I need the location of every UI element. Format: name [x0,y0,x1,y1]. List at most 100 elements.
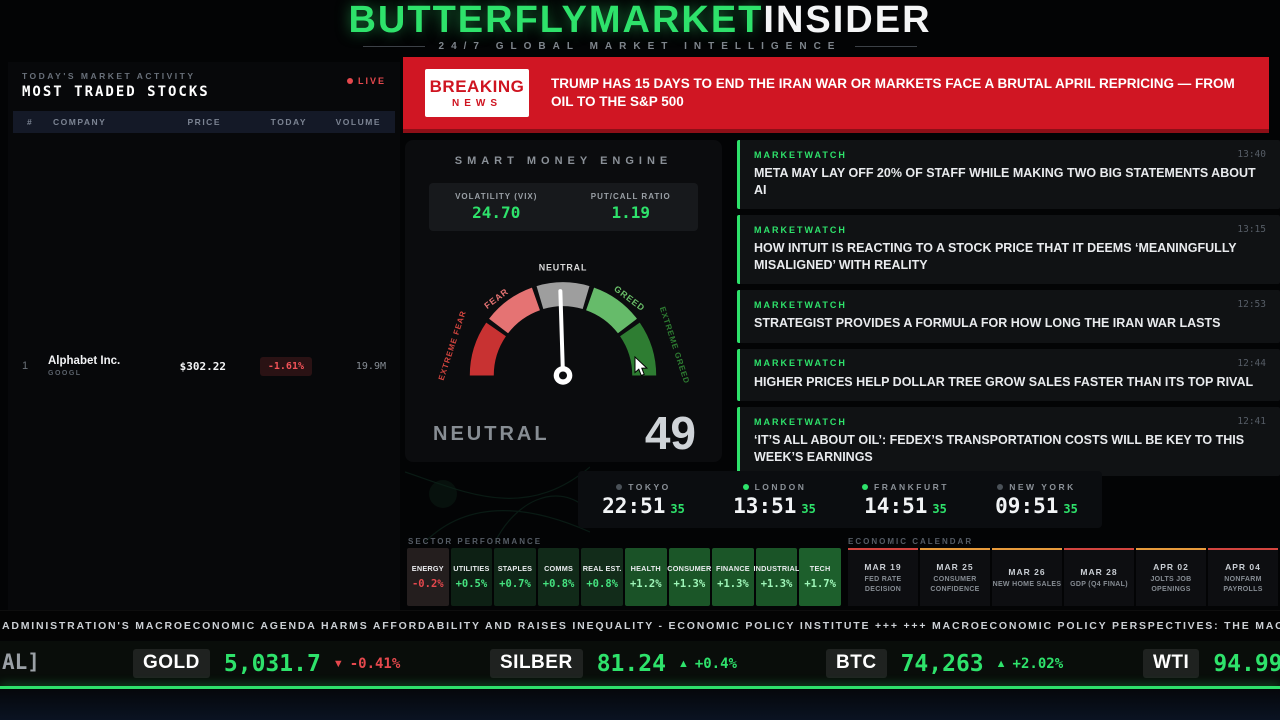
quote-silver: SILBER 81.24 ▲ +0.4% [490,641,737,686]
sector-value: +0.8% [542,578,575,590]
up-arrow-icon: ▲ [995,657,1007,670]
most-traded-header: TODAY'S MARKET ACTIVITY MOST TRADED STOC… [8,62,400,108]
news-headline: ‘IT’S ALL ABOUT OIL’: FEDEX’S TRANSPORTA… [754,433,1245,464]
stock-company-name: Alphabet Inc. [48,355,121,367]
clock-city: TOKYO [628,481,671,492]
col-volume: VOLUME [335,117,381,127]
breaking-badge-line2: NEWS [452,98,502,109]
gauge-score: 49 [644,407,696,459]
gauge-label-extreme-greed: EXTREME GREED [658,306,691,385]
clock-time: 09:51 [995,493,1059,518]
calendar-card[interactable]: APR 02 JOLTS JOB OPENINGS [1136,548,1206,606]
stock-volume: 19.9M [355,360,386,372]
sector-tile-health[interactable]: HEALTH +1.2% [624,548,667,606]
clock-frankfurt: FRANKFURT 14:51 35 [840,471,971,528]
live-label: LIVE [357,76,386,86]
quote-change: +2.02% [1012,655,1064,672]
sector-name: HEALTH [630,564,661,573]
sector-tile-staples[interactable]: STAPLES +0.7% [494,548,536,606]
news-item[interactable]: MARKETWATCH 12:41 ‘IT’S ALL ABOUT OIL’: F… [737,407,1280,476]
quote-change: -0.41% [349,655,401,672]
col-company: COMPANY [53,117,107,127]
breaking-badge-line1: BREAKING [429,77,525,96]
market-activity-kicker: TODAY'S MARKET ACTIVITY [22,71,196,81]
scrolling-news-ticker: ADMINISTRATION'S MACROECONOMIC AGENDA HA… [0,610,1280,640]
sector-tile-real-estate[interactable]: REAL EST. +0.8% [581,548,623,606]
calendar-event: FED RATE DECISION [864,575,902,593]
col-today: TODAY [270,117,307,127]
market-open-dot-icon [862,483,869,490]
sector-tile-comms[interactable]: COMMS +0.8% [537,548,580,606]
news-source: MARKETWATCH [754,416,847,427]
quote-price: 74,263 [900,650,984,677]
calendar-card[interactable]: MAR 25 CONSUMER CONFIDENCE [920,548,990,606]
background-network-decoration [405,466,590,542]
sector-tile-tech[interactable]: TECH +1.7% [799,548,841,606]
sector-value: +1.3% [760,578,793,590]
stock-company: Alphabet Inc. GOOGL [48,355,142,377]
breaking-news-banner: BREAKING NEWS TRUMP HAS 15 DAYS TO END T… [403,57,1269,133]
breaking-news-badge: BREAKING NEWS [425,69,529,117]
sector-value: +1.2% [629,578,662,590]
col-rank: # [27,117,34,127]
sector-name: INDUSTRIAL [753,564,800,573]
sector-tile-consumer[interactable]: CONSUMER +1.3% [667,548,712,606]
clock-city: FRANKFURT [874,481,949,492]
quote-symbol: WTI [1143,649,1200,678]
gauge-segment-greed [586,287,637,334]
market-closed-dot-icon [616,483,623,490]
mouse-cursor [634,356,649,377]
news-headline: META MAY LAY OFF 20% OF STAFF WHILE MAKI… [754,166,1256,197]
sector-performance-label: SECTOR PERFORMANCE [408,537,543,546]
news-source: MARKETWATCH [754,358,847,368]
economic-calendar-cards: MAR 19 FED RATE DECISION MAR 25 CONSUMER C… [848,548,1278,606]
sector-value: +0.8% [586,578,618,590]
calendar-date: MAR 19 [864,561,902,572]
market-closed-dot-icon [997,483,1004,490]
news-item[interactable]: MARKETWATCH 12:44 HIGHER PRICES HELP DOLL… [737,348,1280,401]
putcall-label: PUT/CALL RATIO [590,192,671,201]
quote-change: +0.4% [694,655,737,672]
calendar-card[interactable]: MAR 28 GDP (Q4 FINAL) [1064,548,1134,606]
sector-tile-finance[interactable]: FINANCE +1.3% [712,548,754,606]
engine-title: SMART MONEY ENGINE [454,155,673,167]
news-item[interactable]: MARKETWATCH 13:15 HOW INTUIT IS REACTING … [737,215,1280,284]
quote-symbol: GOLD [133,649,210,678]
calendar-date: MAR 25 [936,561,974,572]
sector-tile-energy[interactable]: ENERGY -0.2% [407,548,449,606]
sector-name: CONSUMER [667,564,712,573]
gauge-label-neutral: NEUTRAL [539,263,588,273]
sector-value: +0.7% [499,578,531,590]
news-source: MARKETWATCH [754,299,847,310]
sector-tile-industrial[interactable]: INDUSTRIAL +1.3% [753,548,800,606]
news-item[interactable]: MARKETWATCH 12:53 STRATEGIST PROVIDES A F… [737,290,1280,343]
clock-london: LONDON 13:51 35 [709,471,840,528]
news-item[interactable]: MARKETWATCH 13:40 META MAY LAY OFF 20% OF… [737,140,1280,209]
app-header: BUTTERFLYMARKETINSIDER 24/7 GLOBAL MARKE… [0,0,1280,52]
news-source: MARKETWATCH [754,224,847,235]
sector-value: +0.5% [455,578,488,590]
clock-seconds: 35 [801,501,816,516]
calendar-card[interactable]: MAR 26 NEW HOME SALES [992,548,1062,606]
calendar-event: NONFARM PAYROLLS [1223,575,1263,593]
sector-tile-utilities[interactable]: UTILITIES +0.5% [450,548,493,606]
app-subtitle: 24/7 GLOBAL MARKET INTELLIGENCE [0,41,1280,52]
market-open-dot-icon [742,483,749,490]
calendar-card[interactable]: MAR 19 FED RATE DECISION [848,548,918,606]
sector-name: COMMS [544,564,574,573]
clock-tokyo: TOKYO 22:51 35 [578,471,709,528]
calendar-date: MAR 26 [1008,566,1046,577]
news-time: 12:44 [1237,357,1266,369]
col-price: PRICE [187,117,221,127]
news-source: MARKETWATCH [754,149,847,160]
clock-time: 14:51 [864,493,928,518]
calendar-card[interactable]: APR 04 NONFARM PAYROLLS [1208,548,1278,606]
news-time: 12:53 [1237,299,1266,310]
stock-row-googl[interactable]: 1 Alphabet Inc. GOOGL $302.22 -1.61% 19.… [8,345,400,387]
stock-ticker: GOOGL [48,370,82,377]
price-ticker-bar: AL] GOLD 5,031.7 ▼ -0.41% SILBER 81.24 ▲… [0,641,1280,686]
gauge-segment-neutral [536,282,590,310]
stock-change-badge: -1.61% [259,357,312,376]
sector-name: TECH [809,564,831,573]
most-traded-title: MOST TRADED STOCKS [22,84,210,100]
